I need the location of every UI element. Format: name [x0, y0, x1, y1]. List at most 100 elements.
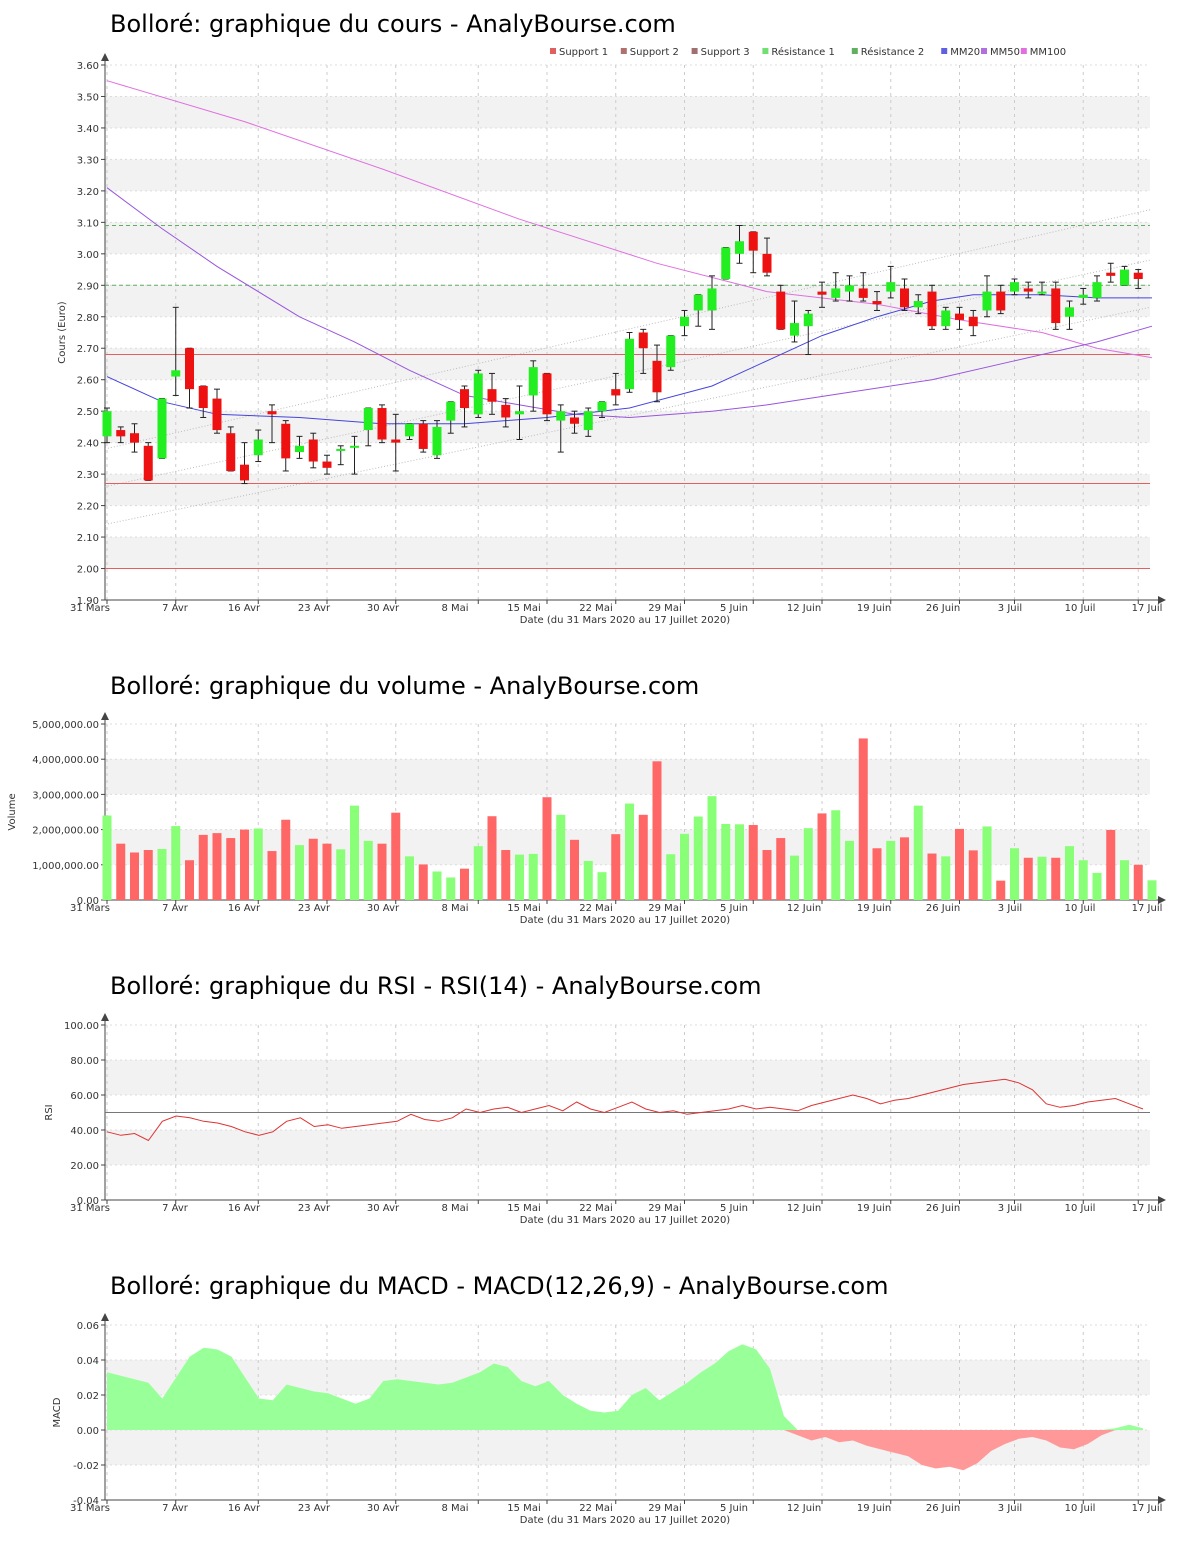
legend-label-5: Résistance 2 [861, 46, 924, 58]
volume-bar [432, 871, 442, 900]
candle-down [570, 417, 579, 424]
macd-positive-area [107, 1344, 1143, 1430]
volume-bar [267, 851, 277, 900]
volume-y-axis-label: Volume [7, 793, 18, 830]
volume-bar [336, 849, 346, 900]
candle-up [336, 448, 346, 451]
price-xtick-label: 19 Juin [857, 603, 891, 614]
price-x-arrow [1158, 596, 1166, 604]
volume-xtick-label: 5 Juin [720, 903, 748, 914]
legend-swatch-3 [691, 48, 698, 54]
price-xtick-label: 29 Mai [648, 603, 681, 614]
volume-bar [515, 854, 524, 900]
price-xtick-label: 30 Avr [367, 603, 400, 614]
volume-bar [666, 854, 676, 900]
price-xtick-label: 10 Juil [1065, 603, 1096, 614]
rsi-xtick-label: 16 Avr [228, 1203, 261, 1214]
candle-up [405, 423, 414, 437]
volume-bar [130, 852, 139, 900]
candle-down [377, 408, 387, 440]
volume-bar [831, 810, 841, 900]
candle-up [790, 323, 799, 336]
volume-bar [968, 850, 978, 900]
volume-bar [295, 845, 304, 900]
rsi-x-axis-label: Date (du 31 Mars 2020 au 17 Juillet 2020… [520, 1215, 731, 1226]
volume-bar [872, 848, 882, 900]
volume-bar [460, 868, 469, 900]
candle-down [226, 433, 236, 471]
volume-bar [913, 805, 923, 900]
candle-up [446, 401, 456, 421]
volume-bar [487, 816, 497, 900]
volume-bar [528, 853, 538, 900]
volume-bar [1120, 860, 1129, 900]
price-xtick-label: 26 Juin [926, 603, 960, 614]
candle-up [350, 445, 359, 448]
rsi-xtick-label: 31 Mars [70, 1203, 110, 1214]
candle-up [680, 316, 689, 327]
macd-xtick-label: 22 Mai [579, 1503, 612, 1514]
volume-bar [212, 833, 222, 900]
price-ytick-label: 2.80 [77, 313, 99, 324]
volume-bar [1147, 880, 1157, 900]
macd-y-axis-label: MACD [52, 1397, 63, 1427]
volume-bar [707, 796, 717, 900]
price-y-axis-label: Cours (Euro) [57, 301, 68, 364]
price-ytick-label: 2.40 [77, 439, 99, 450]
volume-bar [817, 813, 827, 900]
candle-down [955, 313, 964, 320]
macd-x-arrow [1158, 1496, 1166, 1504]
candle-down [817, 291, 827, 295]
volume-bar [693, 816, 703, 900]
volume-bar [611, 834, 621, 900]
price-xtick-label: 16 Avr [228, 603, 261, 614]
candle-down [418, 423, 428, 449]
price-ytick-label: 3.50 [77, 92, 99, 103]
price-ytick-label: 2.70 [77, 344, 99, 355]
volume-bar [322, 843, 332, 900]
macd-x-axis-label: Date (du 31 Mars 2020 au 17 Juillet 2020… [520, 1515, 731, 1526]
rsi-x-arrow [1158, 1196, 1166, 1204]
candle-down [143, 445, 153, 481]
candle-down [1106, 272, 1116, 276]
candle-down [900, 288, 909, 308]
legend-swatch-8 [1020, 48, 1027, 54]
volume-band [105, 759, 1150, 795]
volume-bar [748, 825, 758, 900]
candle-up [597, 401, 607, 412]
volume-ytick-label: 1,000,000.00 [32, 861, 99, 872]
volume-bar [900, 837, 909, 900]
candle-down [542, 373, 552, 415]
volume-xtick-label: 26 Juin [926, 903, 960, 914]
macd-xtick-label: 7 Avr [162, 1503, 189, 1514]
volume-ytick-label: 3,000,000.00 [32, 790, 99, 801]
macd-xtick-label: 29 Mai [648, 1503, 681, 1514]
price-band [105, 159, 1150, 191]
candle-down [281, 423, 291, 459]
rsi-ytick-label: 60.00 [70, 1091, 99, 1102]
volume-bar [1010, 848, 1019, 900]
rsi-xtick-label: 26 Juin [926, 1203, 960, 1214]
volume-bar [143, 850, 153, 900]
candle-up [1037, 291, 1047, 294]
volume-bar [418, 864, 428, 900]
volume-xtick-label: 17 Juil [1132, 903, 1163, 914]
volume-bar [171, 826, 181, 900]
price-ytick-label: 2.10 [77, 533, 99, 544]
candle-up [707, 288, 717, 311]
candle-down [762, 253, 772, 273]
volume-bar [1078, 860, 1088, 900]
candle-down [322, 461, 332, 468]
volume-bar [391, 812, 401, 900]
macd-xtick-label: 12 Juin [787, 1503, 821, 1514]
price-ytick-label: 3.10 [77, 218, 99, 229]
volume-bar [240, 829, 249, 900]
volume-bar [680, 833, 689, 900]
volume-xtick-label: 7 Avr [162, 903, 189, 914]
volume-bar [116, 843, 126, 900]
volume-bar [570, 839, 579, 900]
macd-ytick-label: -0.02 [73, 1461, 99, 1472]
price-ytick-label: 1.90 [77, 596, 99, 607]
volume-bar [790, 855, 799, 900]
rsi-xtick-label: 15 Mai [507, 1203, 540, 1214]
